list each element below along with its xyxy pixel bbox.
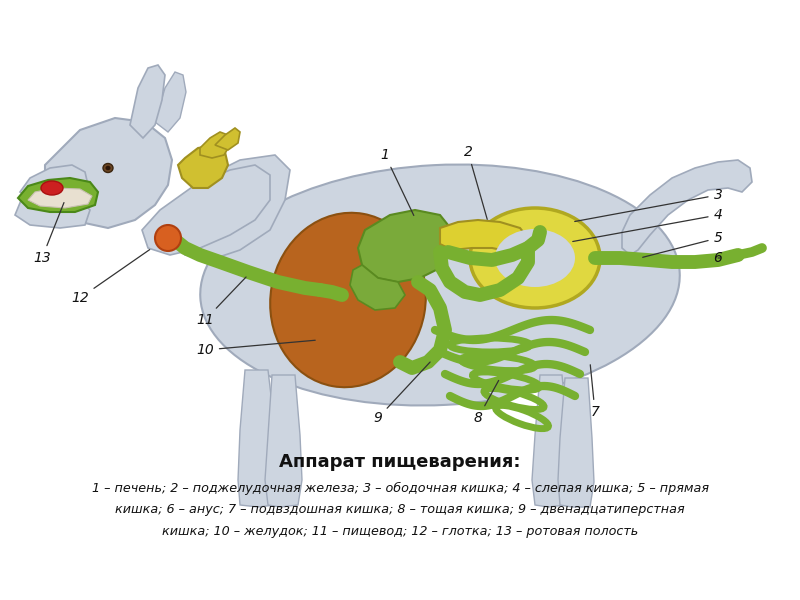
Polygon shape [358,210,452,282]
Polygon shape [15,198,90,228]
Polygon shape [142,165,270,255]
Polygon shape [440,220,528,252]
Polygon shape [155,72,186,132]
Polygon shape [350,265,405,310]
Text: 2: 2 [463,145,487,220]
Ellipse shape [270,213,426,387]
Polygon shape [45,118,172,228]
Text: кишка; 6 – анус; 7 – подвздошная кишка; 8 – тощая кишка; 9 – двенадцатиперстная: кишка; 6 – анус; 7 – подвздошная кишка; … [115,503,685,517]
Polygon shape [130,65,165,138]
Ellipse shape [470,208,600,308]
Text: 4: 4 [573,208,722,242]
Polygon shape [200,132,230,158]
Polygon shape [18,178,98,212]
Polygon shape [265,375,302,507]
Ellipse shape [200,164,680,406]
Polygon shape [180,155,290,260]
Ellipse shape [41,181,63,195]
Text: 8: 8 [474,380,498,425]
Polygon shape [215,128,240,150]
Text: 1: 1 [381,148,414,215]
Ellipse shape [495,229,575,287]
Polygon shape [558,378,594,507]
Polygon shape [178,145,228,188]
Text: 6: 6 [714,251,722,265]
Polygon shape [532,375,570,507]
Text: 5: 5 [642,231,722,257]
Text: 10: 10 [196,340,315,357]
Text: Аппарат пищеварения:: Аппарат пищеварения: [279,453,521,471]
Text: 11: 11 [196,277,246,327]
Ellipse shape [106,166,110,170]
Polygon shape [20,165,88,205]
Text: 3: 3 [574,188,722,221]
Text: 13: 13 [33,203,64,265]
Ellipse shape [155,225,181,251]
Ellipse shape [103,163,113,173]
Text: 1 – печень; 2 – поджелудочная железа; 3 – ободочная кишка; 4 – слепая кишка; 5 –: 1 – печень; 2 – поджелудочная железа; 3 … [91,481,709,494]
Text: 12: 12 [71,250,150,305]
Polygon shape [622,160,752,255]
Polygon shape [28,188,92,208]
Polygon shape [238,370,278,507]
Text: кишка; 10 – желудок; 11 – пищевод; 12 – глотка; 13 – ротовая полость: кишка; 10 – желудок; 11 – пищевод; 12 – … [162,526,638,539]
Text: 9: 9 [374,362,430,425]
Text: 7: 7 [590,365,599,419]
